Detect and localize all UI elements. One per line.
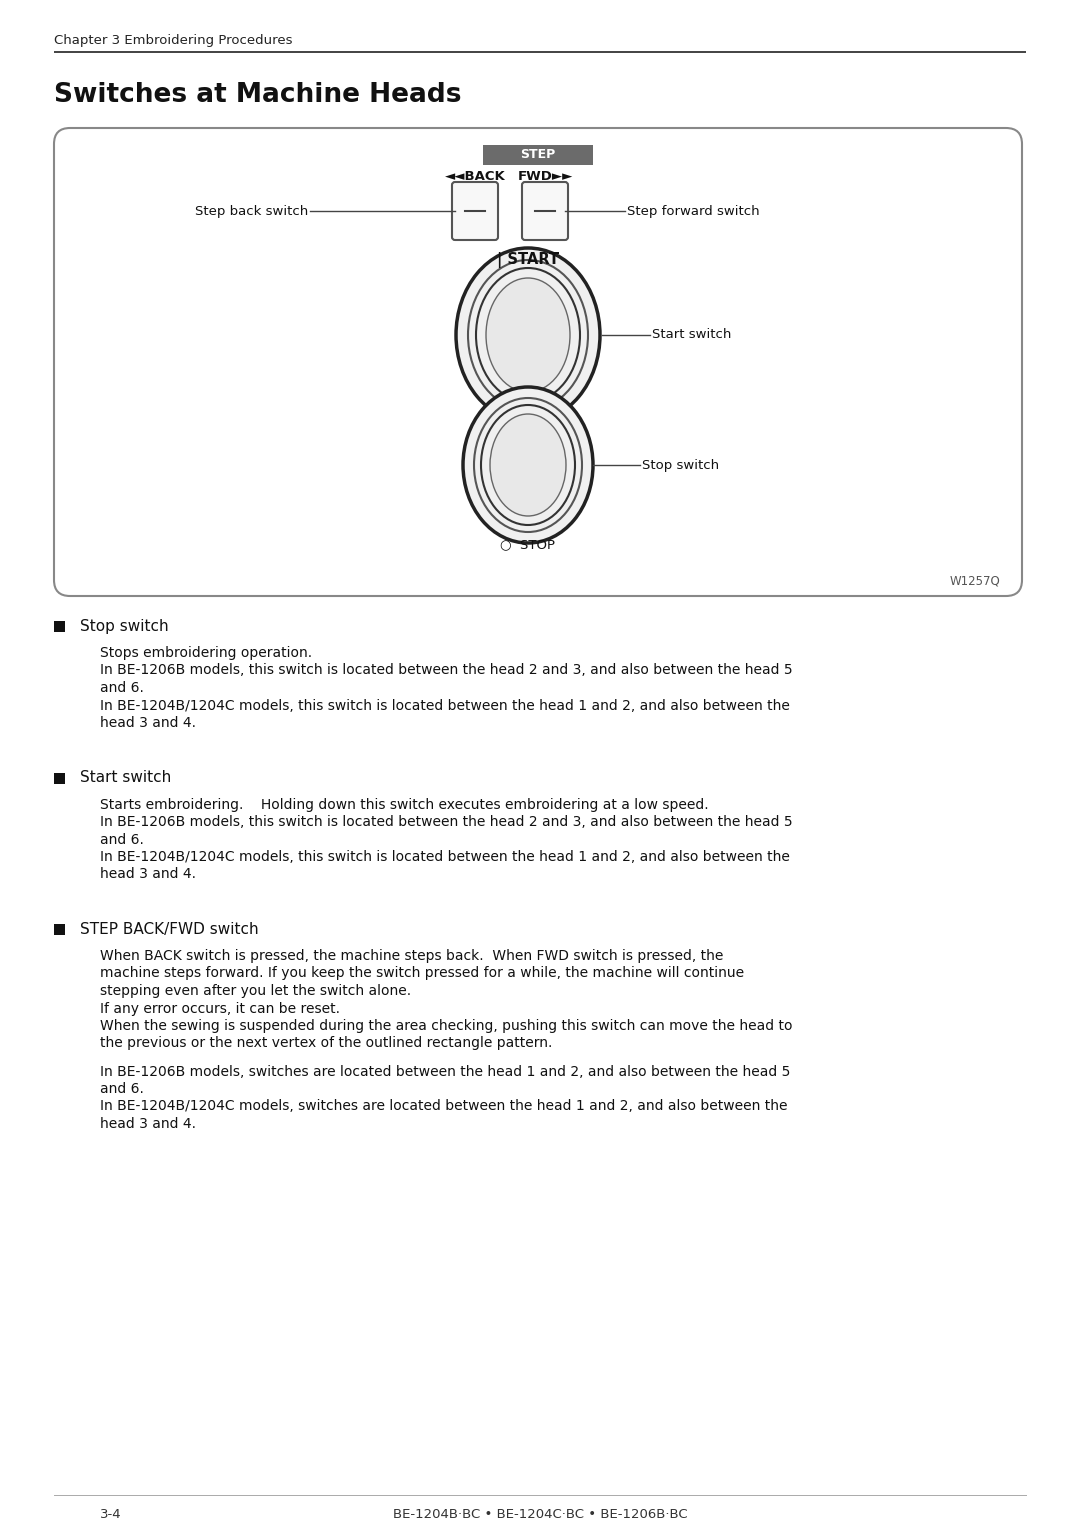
Text: Starts embroidering.    Holding down this switch executes embroidering at a low : Starts embroidering. Holding down this s… — [100, 798, 708, 811]
Bar — [54, 773, 65, 784]
Text: and 6.: and 6. — [100, 1082, 144, 1096]
Text: head 3 and 4.: head 3 and 4. — [100, 1117, 195, 1131]
Text: FWD►►: FWD►► — [517, 170, 572, 183]
Text: In BE-1206B models, switches are located between the head 1 and 2, and also betw: In BE-1206B models, switches are located… — [100, 1065, 791, 1079]
Text: 3-4: 3-4 — [100, 1508, 122, 1520]
Text: When BACK switch is pressed, the machine steps back.  When FWD switch is pressed: When BACK switch is pressed, the machine… — [100, 949, 724, 963]
Text: In BE-1204B/1204C models, this switch is located between the head 1 and 2, and a: In BE-1204B/1204C models, this switch is… — [100, 698, 789, 712]
Ellipse shape — [486, 278, 570, 393]
Text: ◄◄BACK: ◄◄BACK — [445, 170, 505, 183]
Text: W1257Q: W1257Q — [949, 575, 1000, 588]
Ellipse shape — [481, 405, 575, 526]
Text: In BE-1206B models, this switch is located between the head 2 and 3, and also be: In BE-1206B models, this switch is locat… — [100, 663, 793, 677]
Ellipse shape — [476, 267, 580, 402]
Text: Switches at Machine Heads: Switches at Machine Heads — [54, 83, 461, 108]
Ellipse shape — [468, 260, 588, 410]
Text: ○  STOP: ○ STOP — [500, 538, 555, 552]
Bar — [54, 924, 65, 935]
Text: head 3 and 4.: head 3 and 4. — [100, 717, 195, 730]
Text: In BE-1204B/1204C models, this switch is located between the head 1 and 2, and a: In BE-1204B/1204C models, this switch is… — [100, 850, 789, 863]
Text: Step back switch: Step back switch — [194, 205, 308, 217]
Text: In BE-1204B/1204C models, switches are located between the head 1 and 2, and als: In BE-1204B/1204C models, switches are l… — [100, 1100, 787, 1114]
Ellipse shape — [463, 387, 593, 542]
Text: stepping even after you let the switch alone.: stepping even after you let the switch a… — [100, 984, 411, 998]
Text: machine steps forward. If you keep the switch pressed for a while, the machine w: machine steps forward. If you keep the s… — [100, 967, 744, 981]
Text: Start switch: Start switch — [80, 770, 172, 785]
Text: BE-1204B·BC • BE-1204C·BC • BE-1206B·BC: BE-1204B·BC • BE-1204C·BC • BE-1206B·BC — [393, 1508, 687, 1520]
Ellipse shape — [456, 248, 600, 422]
Bar — [54, 620, 65, 633]
Text: Step forward switch: Step forward switch — [627, 205, 759, 217]
Ellipse shape — [490, 414, 566, 516]
FancyBboxPatch shape — [453, 182, 498, 240]
Text: Stops embroidering operation.: Stops embroidering operation. — [100, 646, 312, 660]
Text: the previous or the next vertex of the outlined rectangle pattern.: the previous or the next vertex of the o… — [100, 1036, 552, 1051]
Ellipse shape — [474, 397, 582, 532]
Text: If any error occurs, it can be reset.: If any error occurs, it can be reset. — [100, 1001, 340, 1016]
Text: STEP: STEP — [521, 148, 555, 162]
Text: Chapter 3 Embroidering Procedures: Chapter 3 Embroidering Procedures — [54, 34, 293, 47]
FancyBboxPatch shape — [522, 182, 568, 240]
FancyBboxPatch shape — [54, 128, 1022, 596]
Text: Stop switch: Stop switch — [642, 458, 719, 472]
Text: | START: | START — [497, 252, 559, 267]
Text: STEP BACK/FWD switch: STEP BACK/FWD switch — [80, 921, 258, 937]
Text: and 6.: and 6. — [100, 833, 144, 847]
Bar — [483, 145, 593, 165]
Text: head 3 and 4.: head 3 and 4. — [100, 868, 195, 882]
Text: When the sewing is suspended during the area checking, pushing this switch can m: When the sewing is suspended during the … — [100, 1019, 793, 1033]
Text: In BE-1206B models, this switch is located between the head 2 and 3, and also be: In BE-1206B models, this switch is locat… — [100, 814, 793, 830]
Text: Stop switch: Stop switch — [80, 619, 168, 634]
Text: Start switch: Start switch — [652, 329, 731, 341]
Text: and 6.: and 6. — [100, 681, 144, 695]
